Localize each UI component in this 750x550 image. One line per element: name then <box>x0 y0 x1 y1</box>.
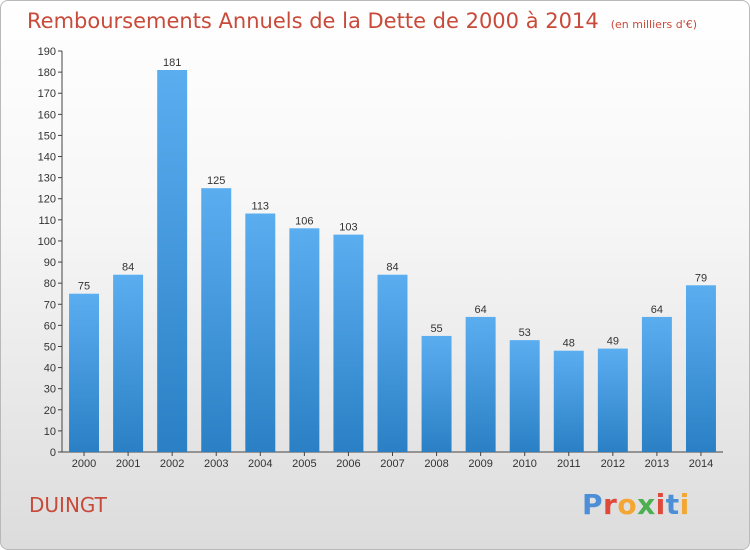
x-tick-label-2000: 2000 <box>72 458 96 470</box>
y-tick-label: 90 <box>44 257 56 269</box>
bar-2003 <box>201 188 232 452</box>
logo-letter: i <box>655 488 666 521</box>
x-tick-label-2014: 2014 <box>689 458 713 470</box>
bar-2001 <box>113 274 144 452</box>
y-tick-label: 80 <box>44 278 56 290</box>
logo-letter: o <box>617 488 638 521</box>
logo-letter: x <box>637 488 656 521</box>
chart-axes: 0 10 20 30 40 50 60 70 80 90 100 110 120 130 140 150 160… <box>38 46 723 470</box>
data-label-2011: 48 <box>563 338 575 350</box>
data-label-2009: 64 <box>475 304 487 316</box>
bar-2014 <box>685 285 716 452</box>
x-tick-label-2009: 2009 <box>468 458 492 470</box>
y-tick-label: 120 <box>38 194 56 206</box>
chart-title-text: Remboursements Annuels de la Dette de 20… <box>27 9 599 33</box>
x-tick-label-2013: 2013 <box>645 458 669 470</box>
bar-2010 <box>509 340 540 452</box>
y-tick-label: 130 <box>38 173 56 185</box>
y-tick-label: 180 <box>38 67 56 79</box>
bar-2002 <box>157 69 188 452</box>
y-tick-label: 140 <box>38 152 56 164</box>
y-tick-label: 40 <box>44 363 56 375</box>
data-label-2003: 125 <box>207 175 225 187</box>
data-label-2010: 53 <box>519 327 531 339</box>
x-tick-label-2010: 2010 <box>512 458 536 470</box>
bar-2009 <box>465 316 496 452</box>
chart-data-labels: 75 84 181 125 113 106 103 84 55 64 53 48 49 64 79 <box>78 57 707 350</box>
x-tick-label-2006: 2006 <box>336 458 360 470</box>
logo-letter: i <box>679 488 690 521</box>
y-tick-label: 170 <box>38 88 56 100</box>
y-tick-label: 70 <box>44 299 56 311</box>
bar-2000 <box>69 293 100 452</box>
logo-letter: r <box>603 488 618 521</box>
chart-bars <box>69 69 716 452</box>
chart-title: Remboursements Annuels de la Dette de 20… <box>27 9 697 33</box>
data-label-2005: 106 <box>295 215 313 227</box>
y-tick-label: 110 <box>38 215 56 227</box>
data-label-2001: 84 <box>122 262 134 274</box>
bar-2005 <box>289 228 320 452</box>
chart-subtitle: (en milliers d'€) <box>610 18 697 31</box>
x-tick-label-2003: 2003 <box>204 458 228 470</box>
y-tick-label: 50 <box>44 341 56 353</box>
y-tick-label: 100 <box>38 236 56 248</box>
y-tick-label: 0 <box>50 447 56 459</box>
bar-2013 <box>641 316 672 452</box>
x-tick-label-2008: 2008 <box>424 458 448 470</box>
x-tick-label-2007: 2007 <box>380 458 404 470</box>
proxiti-logo: Proxiti <box>582 488 690 521</box>
bar-2007 <box>377 274 408 452</box>
logo-letter: P <box>582 488 604 521</box>
x-tick-label-2001: 2001 <box>116 458 140 470</box>
data-label-2007: 84 <box>386 262 398 274</box>
data-label-2012: 49 <box>607 336 619 348</box>
data-label-2002: 181 <box>163 57 181 69</box>
y-tick-label: 60 <box>44 320 56 332</box>
x-tick-label-2011: 2011 <box>557 458 581 470</box>
bar-2012 <box>597 348 628 452</box>
bar-2004 <box>245 213 276 452</box>
data-label-2013: 64 <box>651 304 663 316</box>
data-label-2008: 55 <box>430 323 442 335</box>
bar-2006 <box>333 234 364 452</box>
y-tick-label: 30 <box>44 384 56 396</box>
bar-2008 <box>421 335 452 452</box>
data-label-2004: 113 <box>252 201 270 213</box>
y-tick-label: 190 <box>38 46 56 58</box>
x-tick-label-2012: 2012 <box>601 458 625 470</box>
logo-letter: t <box>665 488 680 521</box>
y-tick-label: 10 <box>44 426 56 438</box>
commune-name: DUINGT <box>29 493 107 517</box>
bar-2011 <box>553 350 584 452</box>
data-label-2006: 103 <box>339 222 357 234</box>
y-tick-label: 160 <box>38 109 56 121</box>
x-tick-label-2004: 2004 <box>248 458 272 470</box>
x-tick-label-2005: 2005 <box>292 458 316 470</box>
data-label-2000: 75 <box>78 281 90 293</box>
x-tick-label-2002: 2002 <box>160 458 184 470</box>
data-label-2014: 79 <box>695 272 707 284</box>
y-tick-label: 150 <box>38 130 56 142</box>
y-tick-label: 20 <box>44 405 56 417</box>
